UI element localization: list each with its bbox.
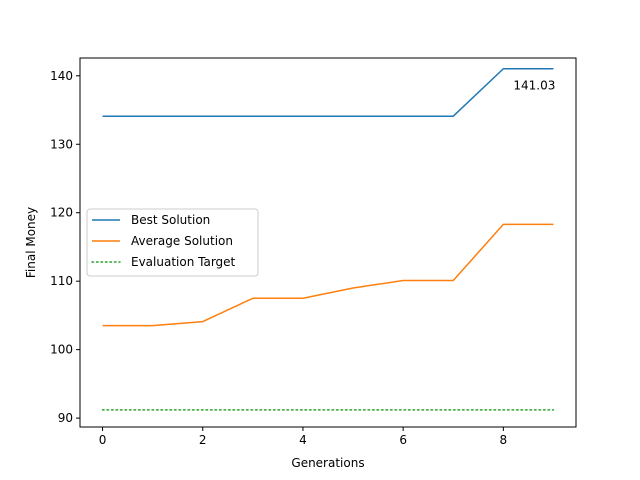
y-tick-label: 90 — [58, 411, 73, 425]
x-tick-label: 6 — [399, 433, 407, 447]
y-tick-label: 140 — [50, 69, 73, 83]
plot-frame — [79, 57, 577, 428]
series-line-best-solution — [102, 67, 554, 117]
legend-label-average-solution: Average Solution — [131, 234, 233, 248]
x-tick-label: 0 — [99, 433, 107, 447]
x-tick-label: 2 — [199, 433, 207, 447]
x-tick-label: 4 — [299, 433, 307, 447]
plot-layer: 141.03 — [101, 67, 555, 411]
legend-label-evaluation-target: Evaluation Target — [131, 255, 236, 269]
annotation-label: 141.03 — [513, 79, 555, 93]
y-tick-label: 120 — [50, 206, 73, 220]
y-tick-label: 110 — [50, 274, 73, 288]
legend-box — [86, 208, 259, 277]
x-tick-label: 8 — [500, 433, 508, 447]
series-line-average-solution — [102, 223, 554, 327]
legend: Best Solution Average Solution Evaluation … — [86, 208, 259, 277]
y-tick-label: 100 — [50, 343, 73, 357]
y-tick-label: 130 — [50, 137, 73, 151]
legend-label-best-solution: Best Solution — [131, 213, 210, 227]
y-axis-title: Final Money — [24, 207, 38, 278]
ticks-layer: 0 2 4 6 8 90 100 110 120 130 140 — [50, 69, 507, 447]
x-axis-title: Generations — [291, 456, 364, 470]
